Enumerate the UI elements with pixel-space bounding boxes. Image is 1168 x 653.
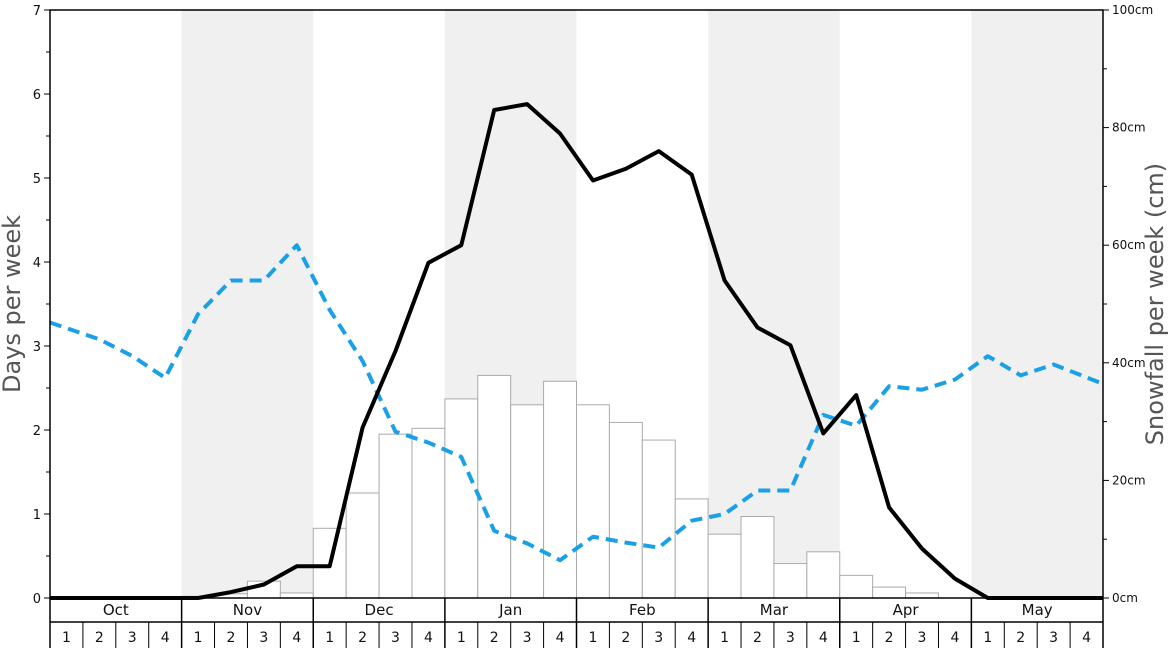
bar-week-19 xyxy=(641,439,676,599)
y-left-tick-label: 5 xyxy=(33,172,41,187)
week-label: 2 xyxy=(227,630,236,646)
week-label: 4 xyxy=(161,630,170,646)
bar-week-25 xyxy=(839,574,874,599)
bar-week-23 xyxy=(773,563,808,599)
week-label: 4 xyxy=(819,630,828,646)
bar-week-26 xyxy=(872,586,907,599)
month-label-apr: Apr xyxy=(893,601,920,619)
bar-week-24 xyxy=(806,551,841,599)
week-label: 4 xyxy=(950,630,959,646)
month-shading xyxy=(181,10,1103,598)
y-left-tick-label: 0 xyxy=(33,592,41,607)
week-label: 3 xyxy=(391,630,400,646)
week-label: 2 xyxy=(885,630,894,646)
bar-week-18 xyxy=(608,421,643,599)
y-axis-right-title: Snowfall per week (cm) xyxy=(1141,163,1168,445)
week-label: 2 xyxy=(1016,630,1025,646)
month-label-jan: Jan xyxy=(498,601,522,619)
chart-lines xyxy=(49,102,1104,600)
week-label: 2 xyxy=(621,630,630,646)
bar-week-11 xyxy=(378,433,413,599)
week-label: 1 xyxy=(457,630,466,646)
month-label-feb: Feb xyxy=(629,601,656,619)
bar-week-20 xyxy=(674,498,709,599)
y-left-tick-label: 3 xyxy=(33,340,41,355)
series-snowfall-cm-line xyxy=(50,102,1103,600)
week-label: 4 xyxy=(556,630,565,646)
axes: 0 1 2 3 4 5 6 7 0cm 20cm 40cm 60cm 80cm 100cm Oct 1 2 3 4 N… xyxy=(33,3,1153,648)
month-label-may: May xyxy=(1022,601,1053,619)
week-label: 1 xyxy=(983,630,992,646)
week-label: 1 xyxy=(325,630,334,646)
week-label: 3 xyxy=(523,630,532,646)
week-label: 2 xyxy=(95,630,104,646)
week-label: 4 xyxy=(1082,630,1091,646)
month-label-dec: Dec xyxy=(365,601,394,619)
bar-week-17 xyxy=(576,404,610,599)
y-right-tick-label: 100cm xyxy=(1112,3,1153,17)
week-label: 1 xyxy=(720,630,729,646)
y-left-tick-label: 2 xyxy=(33,424,41,439)
week-label: 3 xyxy=(259,630,268,646)
bar-week-10 xyxy=(345,492,380,599)
bar-week-14 xyxy=(477,374,512,599)
y-left-tick-label: 6 xyxy=(33,88,41,103)
week-label: 2 xyxy=(358,630,367,646)
week-label: 2 xyxy=(490,630,499,646)
week-label: 3 xyxy=(128,630,137,646)
bar-week-12 xyxy=(411,427,446,599)
y-right-tick-label: 80cm xyxy=(1112,121,1146,135)
week-label: 3 xyxy=(786,630,795,646)
y-left-tick-label: 4 xyxy=(33,256,41,271)
bar-week-13 xyxy=(444,398,479,599)
month-shade-may xyxy=(971,10,1103,598)
week-label: 4 xyxy=(687,630,696,646)
month-label-oct: Oct xyxy=(103,601,129,619)
month-shade-mar xyxy=(708,10,840,598)
bar-week-21 xyxy=(707,533,742,599)
week-label: 4 xyxy=(292,630,301,646)
week-label: 3 xyxy=(654,630,663,646)
bar-week-27 xyxy=(905,592,939,599)
week-label: 2 xyxy=(753,630,762,646)
y-axis-left-title: Days per week xyxy=(0,215,26,393)
series-dashed-days-line xyxy=(49,243,1104,563)
week-label: 1 xyxy=(62,630,71,646)
y-left-tick-label: 7 xyxy=(33,4,41,19)
month-label-nov: Nov xyxy=(233,601,262,619)
week-label: 1 xyxy=(852,630,861,646)
week-label: 4 xyxy=(424,630,433,646)
bar-week-15 xyxy=(510,404,545,599)
y-right-tick-label: 20cm xyxy=(1112,473,1146,487)
bar-week-16 xyxy=(543,380,577,599)
week-label: 3 xyxy=(1049,630,1058,646)
y-left-tick-label: 1 xyxy=(33,508,41,523)
bar-week-22 xyxy=(740,516,775,599)
bar-week-8 xyxy=(279,592,314,599)
week-label: 3 xyxy=(918,630,927,646)
y-right-tick-label: 0cm xyxy=(1112,591,1138,605)
week-label: 1 xyxy=(194,630,203,646)
snowfall-days-bars xyxy=(181,374,939,599)
month-label-mar: Mar xyxy=(760,601,789,619)
week-label: 1 xyxy=(588,630,597,646)
y-right-tick-label: 60cm xyxy=(1112,238,1146,252)
month-shade-nov xyxy=(181,10,314,598)
y-right-tick-label: 40cm xyxy=(1112,356,1146,370)
